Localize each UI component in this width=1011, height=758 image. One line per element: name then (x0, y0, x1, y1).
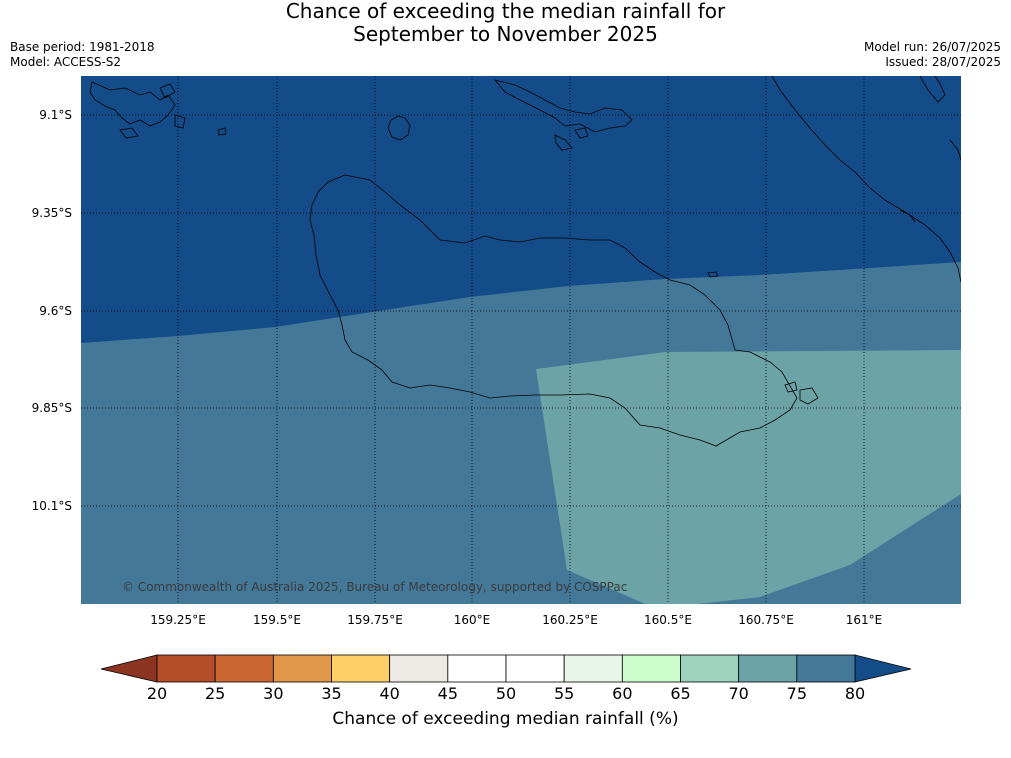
colorbar-tick-label: 70 (728, 684, 749, 703)
issued-date: Issued: 28/07/2025 (885, 55, 1001, 69)
lon-label: 160°E (453, 613, 491, 627)
coastlines (89, 76, 961, 447)
coastline-nggela (493, 79, 633, 133)
meta-left: Base period: 1981-2018 Model: ACCESS-S2 (10, 40, 155, 70)
lat-label: 9.6°S (39, 304, 72, 318)
colorbar-segment (389, 654, 449, 683)
colorbar-segment (621, 654, 681, 683)
title-line-1: Chance of exceeding the median rainfall … (285, 0, 726, 23)
coastline-florida-islands (89, 81, 176, 127)
meta-right: Model run: 26/07/2025 Issued: 28/07/2025 (864, 40, 1001, 70)
base-period: Base period: 1981-2018 (10, 40, 155, 54)
colorbar-tick-label: 35 (321, 684, 342, 703)
colorbar-tick-label: 25 (204, 684, 226, 703)
colorbar-segment (214, 654, 274, 683)
colorbar-segment (563, 654, 623, 683)
colorbar-tick-label: 65 (670, 684, 691, 703)
title-line-2: September to November 2025 (353, 22, 658, 46)
lon-label: 159.25°E (150, 613, 206, 627)
model-name: Model: ACCESS-S2 (10, 55, 122, 69)
colorbar-tick-label: 45 (437, 684, 458, 703)
colorbar-segment (680, 654, 740, 683)
lon-label: 159.75°E (347, 613, 403, 627)
gridlines (81, 76, 961, 604)
lon-label: 161°E (845, 613, 883, 627)
colorbar (100, 654, 912, 683)
coastline-malaita (771, 76, 961, 283)
colorbar-tick-label: 30 (263, 684, 284, 703)
lon-label: 160.5°E (644, 613, 692, 627)
model-run: Model run: 26/07/2025 (863, 40, 1001, 54)
coastline-islet-east (799, 387, 819, 405)
colorbar-segment (447, 654, 507, 683)
lat-label: 9.85°S (31, 401, 72, 415)
colorbar-above-triangle (854, 654, 912, 683)
colorbar-label: Chance of exceeding median rainfall (%) (332, 709, 679, 729)
copyright-notice: © Commonwealth of Australia 2025, Bureau… (122, 580, 628, 594)
lon-label: 159.5°E (253, 613, 301, 627)
colorbar-segment (505, 654, 565, 683)
lat-label: 9.1°S (39, 108, 72, 122)
lat-label: 9.35°S (31, 206, 72, 220)
lat-label: 10.1°S (31, 499, 72, 513)
region-70-75 (536, 350, 961, 604)
coastline-savo (387, 115, 411, 141)
chart-title: Chance of exceeding the median rainfall … (0, 0, 1011, 46)
region-above-80 (81, 76, 961, 343)
colorbar-segment (796, 654, 856, 683)
colorbar-tick-label: 50 (495, 684, 517, 703)
colorbar-tick-label: 60 (612, 684, 633, 703)
lon-label: 160.75°E (738, 613, 794, 627)
coastline-guadalcanal (309, 174, 798, 447)
colorbar-tick-label: 75 (786, 684, 807, 703)
colorbar-tick-label: 55 (553, 684, 575, 703)
colorbar-tick-label: 80 (844, 684, 866, 703)
colorbar-tick-label: 20 (146, 684, 168, 703)
colorbar-segment (156, 654, 216, 683)
colorbar-segment (272, 654, 332, 683)
colorbar-segment (738, 654, 798, 683)
colorbar-segment (331, 654, 391, 683)
colorbar-tick-label: 40 (379, 684, 400, 703)
colorbar-below-triangle (100, 654, 158, 683)
lon-label: 160.25°E (542, 613, 598, 627)
